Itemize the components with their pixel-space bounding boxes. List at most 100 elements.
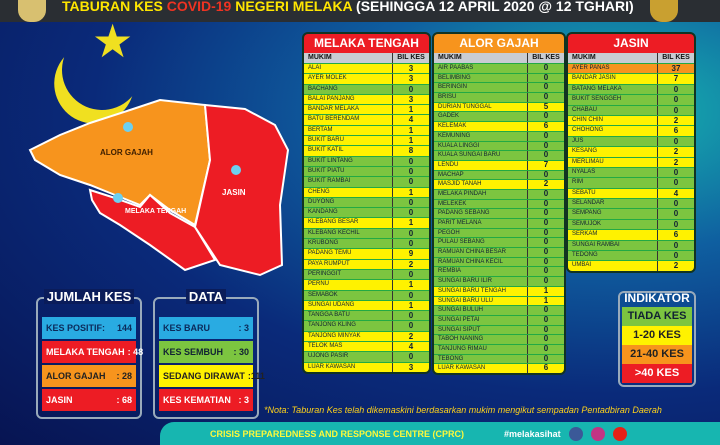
- case-count: 1: [408, 136, 414, 146]
- case-count: 1: [408, 280, 414, 290]
- table-row: CHOHONG 6: [568, 125, 694, 136]
- case-count: 0: [673, 199, 679, 209]
- case-count: 0: [408, 239, 414, 249]
- table-row: KESANG 2: [568, 146, 694, 157]
- table-row: LUAR KAWASAN 6: [434, 363, 564, 373]
- case-count: 0: [408, 197, 414, 207]
- table-row: BUKIT PIATU 0: [304, 165, 429, 177]
- table-row: PEGOH 0: [434, 227, 564, 238]
- mukim-name: SEMABOK: [304, 290, 393, 300]
- case-count: 7: [543, 159, 549, 169]
- table-row: AYER PANAS 37: [568, 63, 694, 74]
- mukim-name: CHOHONG: [568, 126, 658, 136]
- jumlah-kes-title: JUMLAH KES: [43, 289, 135, 304]
- case-count: 0: [673, 209, 679, 219]
- indikator-title: INDIKATOR: [624, 291, 690, 305]
- case-count: 0: [543, 276, 549, 286]
- table-row: TEBONG 0: [434, 353, 564, 364]
- case-count: 6: [543, 363, 549, 373]
- mukim-name: MERLIMAU: [568, 157, 658, 167]
- mukim-name: AIR PAABAS: [434, 64, 528, 73]
- case-count: 0: [543, 130, 549, 140]
- case-count: 4: [408, 115, 414, 125]
- case-count: 0: [673, 136, 679, 146]
- table-row: TANJONG MINYAK 2: [304, 330, 429, 342]
- map-label-alor-gajah: ALOR GAJAH: [100, 148, 153, 157]
- case-count: 0: [543, 140, 549, 150]
- page-title: TABURAN KES COVID-19 NEGERI MELAKA (SEHI…: [62, 0, 634, 14]
- table-row: SUNGAI UDANG 1: [304, 299, 429, 311]
- data-title: DATA: [185, 289, 227, 304]
- table-row: PULAU SEBANG 0: [434, 237, 564, 248]
- case-count: 0: [543, 92, 549, 102]
- case-count: 0: [408, 311, 414, 321]
- facebook-icon[interactable]: [568, 426, 583, 441]
- table-title: JASIN: [568, 34, 694, 53]
- table-row: BUKIT BARU 1: [304, 135, 429, 146]
- case-count: 0: [543, 72, 549, 82]
- case-count: 1: [543, 295, 549, 305]
- table-row: TANGGA BATU 0: [304, 310, 429, 321]
- mukim-name: KRUBONG: [304, 239, 393, 249]
- mukim-name: SUNGAI UDANG: [304, 300, 393, 311]
- mukim-name: REMBIA: [434, 267, 528, 277]
- mukim-name: RAMUAN CHINA BESAR: [434, 248, 528, 257]
- case-count: 0: [543, 218, 549, 227]
- case-count: 0: [408, 352, 414, 362]
- table-row: PAYA RUMPUT 2: [304, 258, 429, 269]
- table-title: MELAKA TENGAH: [304, 34, 429, 53]
- mukim-name: PERNU: [304, 280, 393, 290]
- case-count: 1: [543, 285, 549, 295]
- case-count: 0: [543, 324, 549, 334]
- table-row: MACHAP 0: [434, 169, 564, 180]
- mukim-name: BANDAR MELAKA: [304, 105, 393, 115]
- mukim-name: SEMPANG: [568, 209, 658, 219]
- table-row: KLEBANG KECHIL 0: [304, 227, 429, 239]
- table-row: JUS 0: [568, 135, 694, 147]
- indikator-item: TIADA KES: [622, 307, 692, 326]
- mukim-name: PULAU SEBANG: [434, 238, 528, 248]
- table-row: KANDANG 0: [304, 207, 429, 218]
- mukim-name: GADEK: [434, 112, 528, 122]
- mukim-name: RAMUAN CHINA KECIL: [434, 257, 528, 267]
- map-label-melaka-tengah: MELAKA TENGAH: [125, 208, 186, 215]
- table-row: BUKIT SENGGEH 0: [568, 94, 694, 105]
- case-count: 0: [543, 266, 549, 276]
- youtube-icon[interactable]: [612, 426, 627, 441]
- cprc-label: CRISIS PREPAREDNESS AND RESPONSE CENTRE …: [210, 428, 465, 439]
- mukim-name: BALAI PANJANG: [304, 94, 393, 105]
- table-row: SELANDAR 0: [568, 198, 694, 209]
- mukim-name: BATANG MELAKA: [568, 84, 658, 95]
- instagram-icon[interactable]: [590, 426, 605, 441]
- table-row: NYALAS 0: [568, 166, 694, 178]
- case-count: 7: [673, 74, 679, 84]
- case-count: 1: [408, 125, 414, 135]
- case-count: 0: [543, 247, 549, 257]
- table-row: KLEBANG BESAR 1: [304, 217, 429, 228]
- case-count: 0: [408, 321, 414, 331]
- pin-icon: [113, 193, 123, 203]
- case-count: 2: [673, 261, 679, 271]
- mukim-name: AYER MOLEK: [304, 74, 393, 84]
- mukim-name: CHABAU: [568, 105, 658, 115]
- case-count: 6: [543, 121, 549, 131]
- table-row: BUKIT LINTANG 0: [304, 155, 429, 166]
- table-row: BERTAM 1: [304, 124, 429, 136]
- table-row: TEDONG 0: [568, 250, 694, 261]
- footnote: *Nota: Taburan Kes telah dikemaskini ber…: [264, 405, 662, 415]
- table-row: KUALA SUNGAI BARU 0: [434, 150, 564, 160]
- table-row: PERNU 1: [304, 279, 429, 290]
- table-row: KEMUNING 0: [434, 130, 564, 141]
- case-count: 0: [543, 334, 549, 344]
- melaka-crest-logo: [650, 0, 678, 22]
- indikator-item: 1-20 KES: [622, 326, 692, 345]
- case-count: 3: [408, 74, 414, 84]
- case-count: 4: [408, 342, 414, 352]
- mukim-name: LUAR KAWASAN: [434, 364, 528, 373]
- mukim-name: TANGGA BATU: [304, 311, 393, 321]
- mukim-name: PERINGGIT: [304, 269, 393, 280]
- column-header: MUKIM BIL KES: [568, 53, 694, 63]
- mukim-name: KLEBANG KECHIL: [304, 228, 393, 239]
- table-row: AYER MOLEK 3: [304, 73, 429, 84]
- table-row: BANDAR MELAKA 1: [304, 104, 429, 115]
